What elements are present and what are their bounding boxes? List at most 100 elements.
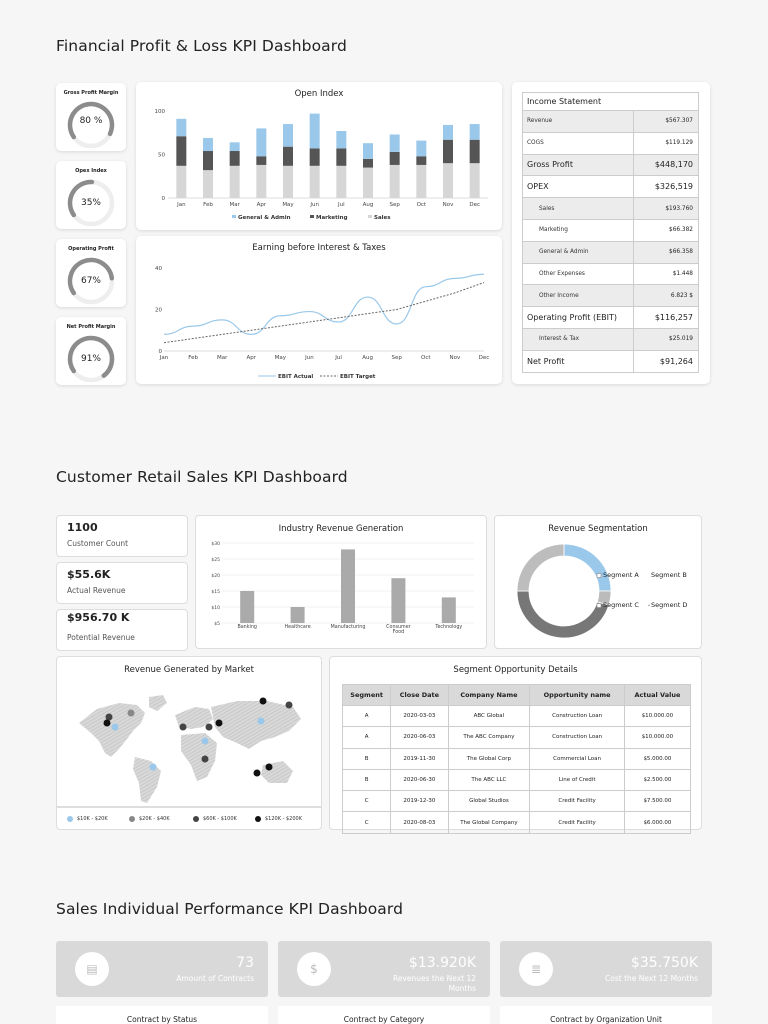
bar-segment (256, 156, 267, 165)
dollar-icon: $ (297, 952, 331, 986)
market-dot (127, 709, 135, 717)
gauge-value: 35% (80, 198, 101, 208)
revenue-segmentation-title: Revenue Segmentation (548, 524, 648, 534)
australia-shape (261, 761, 293, 783)
y-tick-label: 40 (155, 266, 162, 272)
table-cell: Commercial Loan (529, 747, 625, 770)
segment-label: Segment C (603, 601, 639, 609)
greenland-shape (149, 695, 167, 711)
table-cell: A (341, 704, 392, 728)
bar-segment (283, 165, 293, 198)
market-dot (259, 697, 267, 705)
bar-segment (389, 151, 400, 165)
x-tick-label: Dec (479, 355, 490, 361)
income-value: $66.358 (633, 240, 699, 264)
sales-bottom-title: Contract by Category (343, 1015, 425, 1024)
bar-segment (336, 148, 347, 166)
income-row: OPEX $326,519 (522, 175, 699, 199)
y-tick-label: $15 (211, 589, 220, 595)
income-value: $567.307 (633, 110, 699, 133)
income-label: Marketing (522, 218, 634, 242)
map-legend-label: $20K - $40K (139, 816, 170, 822)
y-tick-label: 50 (158, 153, 165, 159)
bar-segment (309, 148, 320, 166)
sales-kpi-value: 73 (236, 955, 254, 971)
table-cell: B (341, 747, 392, 770)
ebit-actual-line (163, 273, 485, 336)
map-legend-item: $120K - $200K (255, 814, 302, 824)
map-legend-label: $120K - $200K (265, 816, 302, 822)
gauge-card: Gross Profit Margin 80 % (56, 83, 126, 151)
gauge-value: 67% (80, 276, 101, 286)
gauge-value: 91% (80, 354, 101, 364)
table-cell: Credit Facility (529, 790, 625, 813)
map-legend-label: $10K - $20K (77, 816, 108, 822)
income-row: Other Expenses $1.448 (522, 262, 699, 286)
bar-segment (336, 131, 347, 149)
gauge-title: Operating Profit (68, 246, 114, 252)
table-cell: 2019-11-30 (390, 747, 449, 770)
sales-kpi-card: $ $13.920K Revenues the Next 12 Months (278, 941, 490, 997)
bar-segment (283, 124, 293, 147)
x-tick-label: Jun (304, 355, 314, 361)
income-label: Net Profit (522, 349, 634, 373)
gauge-card: Net Profit Margin 91% (56, 317, 126, 385)
table-cell: C (341, 811, 392, 834)
market-map-card: Revenue Generated by Market $10K - $20K $… (56, 656, 322, 830)
gauge-title: Opex Index (75, 168, 107, 174)
bar-segment (309, 165, 320, 198)
bar-segment (389, 134, 400, 152)
table-cell: 2020-06-30 (390, 768, 449, 792)
table-header-cell: Segment (341, 684, 392, 706)
map-legend-item: $10K - $20K (67, 814, 108, 824)
bar-segment (416, 140, 427, 157)
industry-bar (391, 578, 406, 623)
gauge-card: Opex Index 35% (56, 161, 126, 229)
x-tick-label: Apr (247, 355, 257, 361)
x-tick-label: Nov (450, 355, 461, 361)
x-tick-label: May (275, 355, 287, 361)
income-statement-table: Revenue $567.307 COGS $119.129 Gross Profit $… (522, 110, 699, 373)
industry-revenue-chart: $5 $10 $15 $20 $25 $30 Banking Healthcare Manufa… (211, 541, 474, 635)
bar-segment (176, 165, 187, 198)
market-dot (257, 717, 265, 725)
income-label: Other Income (522, 284, 634, 308)
bar-segment (203, 151, 213, 171)
retail-stat-value: $55.6K (67, 568, 111, 581)
bar-segment (363, 158, 373, 168)
x-tick-label: Banking (237, 624, 256, 630)
retail-stat-card: $956.70 K Potential Revenue (56, 609, 188, 651)
income-row: Sales $193.760 (522, 197, 699, 220)
gauge-arc (67, 335, 115, 378)
x-tick-label: Manufacturing (331, 624, 366, 630)
segment-label: Segment B (651, 571, 687, 579)
bar-segment (176, 118, 187, 137)
market-dot (179, 723, 187, 731)
x-tick-label: Dec (469, 202, 480, 208)
income-value: 6.823 $ (633, 284, 699, 308)
gauge-ring (67, 101, 115, 149)
x-tick-label: Aug (362, 355, 373, 361)
x-tick-label: Aug (363, 202, 374, 208)
table-header-cell: Opportunity name (529, 684, 625, 706)
table-cell: 2020-08-03 (390, 811, 449, 834)
retail-section-title: Customer Retail Sales KPI Dashboard (56, 468, 348, 486)
market-dot (215, 719, 223, 727)
bar-segment (363, 143, 373, 159)
market-dot (201, 737, 209, 745)
list-icon: ≣ (519, 952, 553, 986)
x-tick-label: Apr (257, 202, 267, 208)
industry-bar (341, 549, 355, 623)
bar-segment (309, 113, 320, 149)
retail-stat-label: Customer Count (67, 539, 129, 548)
retail-stat-label: Potential Revenue (67, 633, 135, 642)
market-dot (105, 713, 113, 721)
legend-entry: EBIT Target (340, 374, 376, 380)
bar-segment (203, 137, 213, 152)
gauge-arc (67, 179, 95, 218)
x-tick-label: Technology (434, 624, 462, 630)
x-tick-label: Feb (188, 355, 198, 361)
income-label: General & Admin (522, 240, 634, 264)
gauge-arc (67, 257, 115, 296)
bar-segment (256, 164, 267, 198)
